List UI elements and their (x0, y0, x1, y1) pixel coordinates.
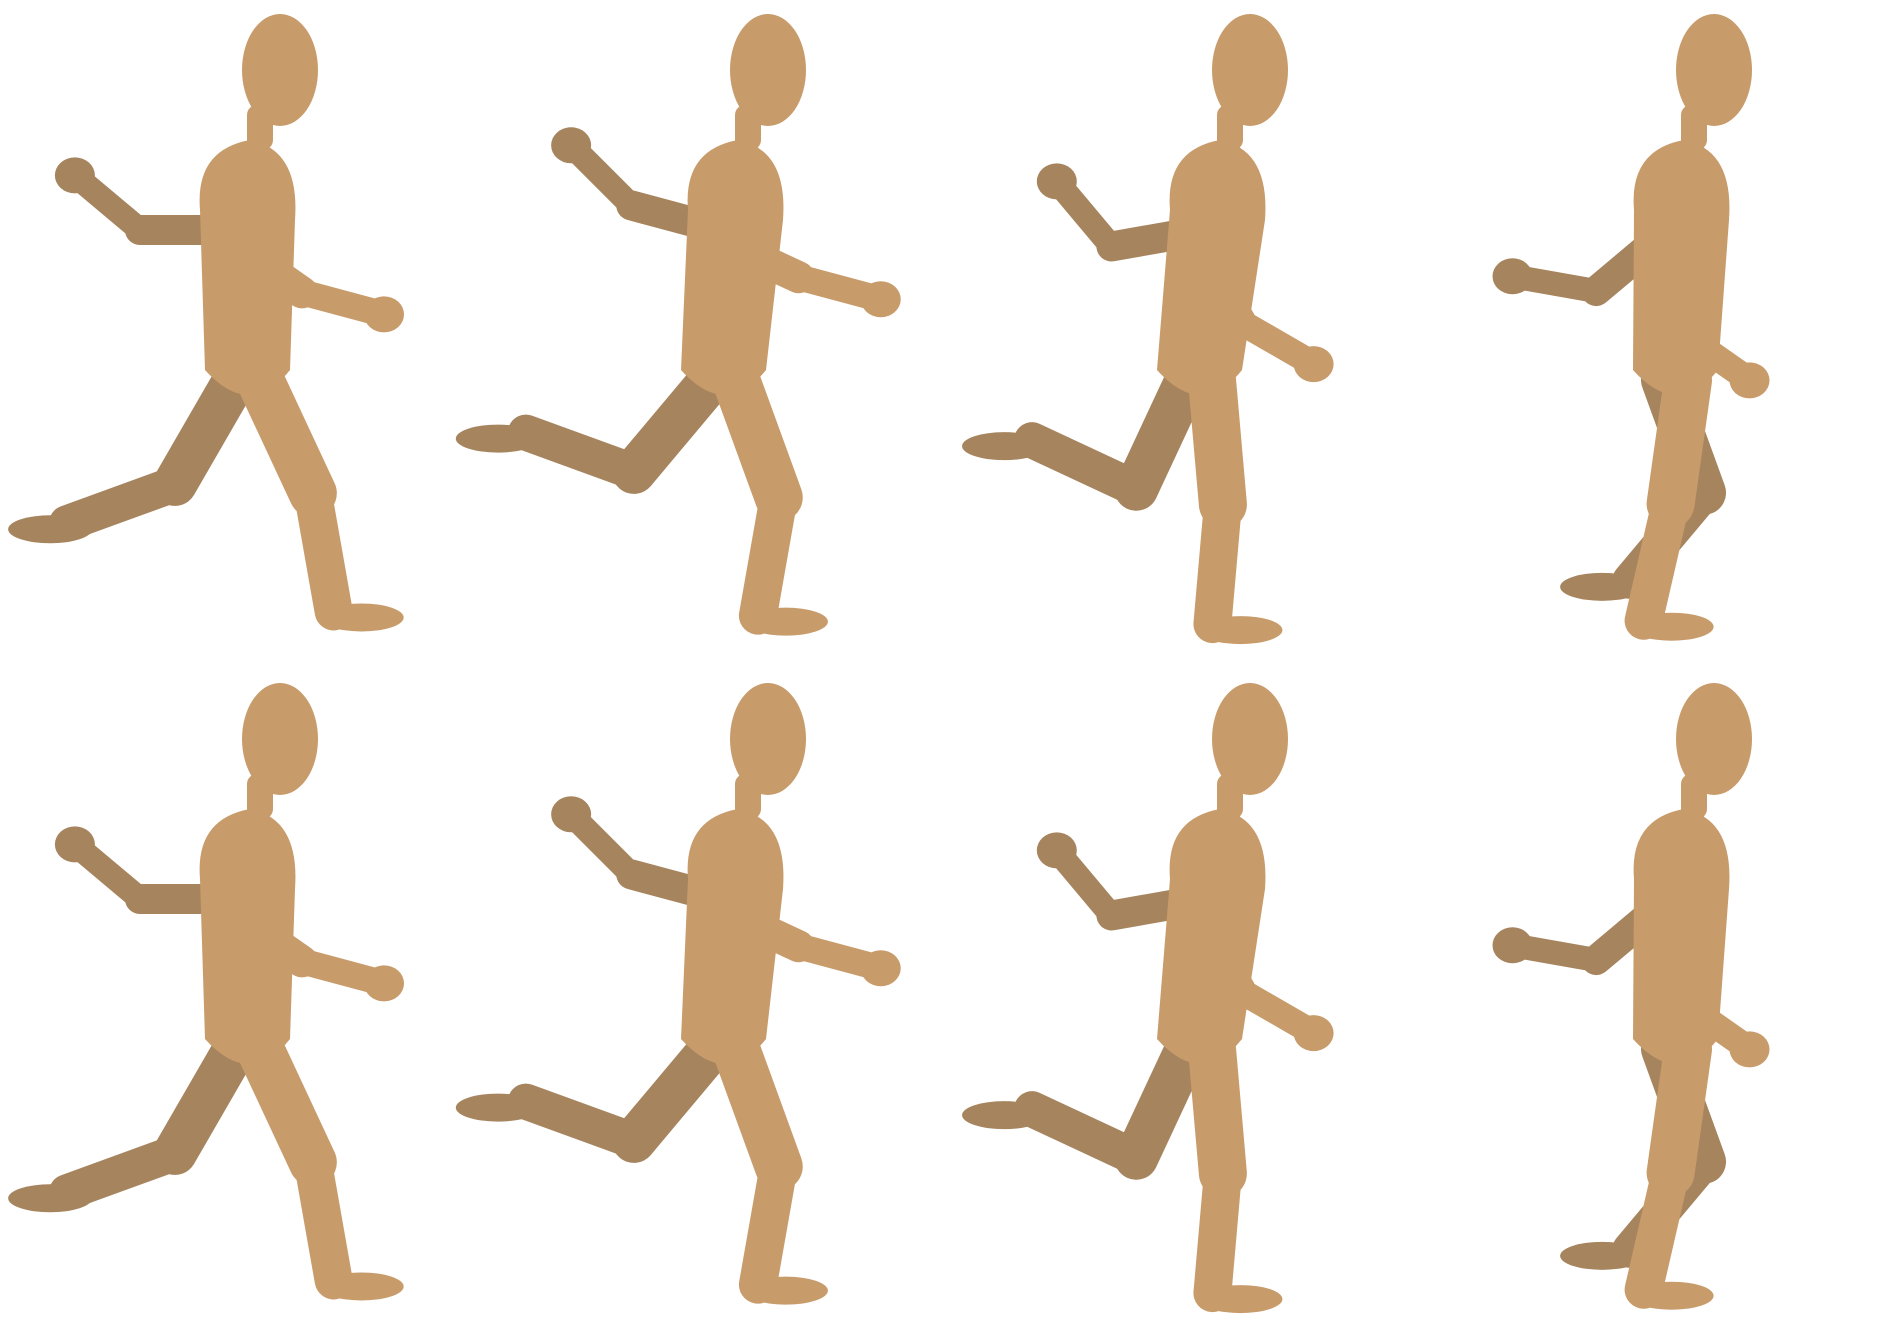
back-thigh (1114, 1027, 1209, 1180)
front-foot (743, 607, 828, 636)
front-shin (293, 474, 353, 631)
back-shin (1014, 1091, 1155, 1176)
back-foot (962, 1101, 1047, 1130)
back-foot (8, 515, 93, 544)
front-shin (1193, 485, 1242, 644)
front-hand (1293, 346, 1334, 383)
head (1676, 14, 1752, 126)
front-shin (738, 478, 798, 635)
torso (681, 140, 784, 395)
front-thigh (712, 356, 803, 522)
back-shin (507, 1083, 652, 1159)
head (1212, 683, 1288, 795)
front-hand (860, 281, 901, 318)
back-thigh (153, 1027, 257, 1175)
head (1212, 14, 1288, 126)
back-thigh (1114, 358, 1209, 511)
head (242, 14, 318, 126)
front-thigh (236, 356, 337, 518)
front-hand (1729, 362, 1770, 399)
front-upper-arm (1174, 888, 1256, 1007)
walking-figure-frame (8, 14, 405, 632)
front-foot (743, 1276, 828, 1305)
head (242, 683, 318, 795)
front-upper-arm (1638, 888, 1696, 1017)
back-shin (48, 465, 193, 542)
head (730, 683, 806, 795)
back-foot (455, 424, 540, 453)
walking-figure-frame (962, 683, 1334, 1314)
front-hand (860, 950, 901, 987)
front-hand (364, 296, 405, 333)
front-shin (1624, 484, 1690, 640)
front-thigh (712, 1025, 803, 1191)
front-foot (1629, 1281, 1714, 1310)
back-hand (551, 796, 592, 833)
back-thigh (611, 1027, 733, 1163)
back-hand (1036, 163, 1077, 200)
torso (1633, 140, 1730, 395)
front-shin (738, 1147, 798, 1304)
back-hand (1492, 927, 1533, 964)
back-thigh (611, 358, 733, 494)
back-shin (507, 414, 652, 490)
front-thigh (1188, 356, 1247, 529)
back-hand (54, 157, 95, 194)
front-foot (1198, 1285, 1283, 1314)
walking-figure-frame (455, 14, 901, 636)
back-shin (48, 1134, 193, 1211)
front-thigh (236, 1025, 337, 1187)
front-thigh (1646, 1025, 1712, 1197)
front-thigh (1188, 1025, 1247, 1198)
back-foot (8, 1184, 93, 1213)
back-hand (54, 826, 95, 863)
front-upper-arm (1174, 219, 1256, 338)
front-shin (1193, 1154, 1242, 1313)
front-shin (293, 1143, 353, 1300)
head (1676, 683, 1752, 795)
front-foot (319, 1272, 404, 1301)
back-hand (551, 127, 592, 164)
front-hand (1293, 1015, 1334, 1052)
front-upper-arm (692, 888, 815, 963)
front-shin (1624, 1153, 1690, 1309)
back-foot (1560, 1241, 1645, 1270)
front-thigh (1646, 356, 1712, 528)
back-foot (1560, 572, 1645, 601)
front-hand (364, 965, 405, 1002)
back-foot (962, 432, 1047, 461)
back-hand (1492, 258, 1533, 295)
front-foot (319, 603, 404, 632)
walking-figure-frame (1492, 683, 1770, 1310)
walking-figure-frame (8, 683, 405, 1301)
front-upper-arm (1638, 219, 1696, 348)
front-foot (1629, 612, 1714, 641)
back-thigh (153, 358, 257, 506)
front-foot (1198, 616, 1283, 645)
back-foot (455, 1093, 540, 1122)
head (730, 14, 806, 126)
torso (681, 809, 784, 1064)
front-hand (1729, 1031, 1770, 1068)
back-hand (1036, 832, 1077, 869)
front-upper-arm (692, 219, 815, 294)
back-shin (1014, 422, 1155, 507)
torso (1633, 809, 1730, 1064)
walking-figure-frame (1492, 14, 1770, 641)
front-upper-arm (204, 219, 318, 309)
front-upper-arm (204, 888, 318, 978)
walking-figure-frame (455, 683, 901, 1305)
walking-figure-frame (962, 14, 1334, 645)
